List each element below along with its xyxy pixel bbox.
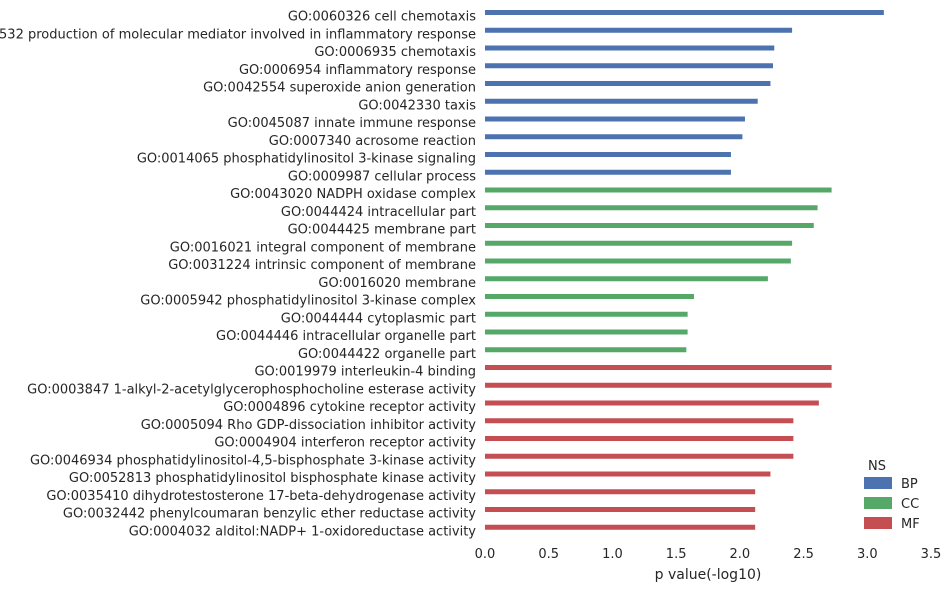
bar-bp — [485, 98, 758, 104]
x-tick-label: 1.5 — [666, 547, 687, 562]
bar-mf — [485, 418, 794, 424]
legend-swatch-bp — [864, 477, 892, 489]
bar-cc — [485, 329, 688, 335]
category-label: GO:0004032 alditol:NADP+ 1-oxidoreductas… — [129, 524, 477, 539]
legend-swatch-cc — [864, 497, 892, 509]
legend: NS BP CC MF — [864, 459, 920, 532]
category-label: GO:0052813 phosphatidylinositol bisphosp… — [69, 471, 476, 486]
category-label: GO:0016020 membrane — [318, 276, 476, 291]
x-tick-label: 0.0 — [475, 547, 496, 562]
x-tick-label: 2.5 — [793, 547, 814, 562]
bar-mf — [485, 453, 794, 459]
x-tick-label: 2.0 — [730, 547, 751, 562]
bar-mf — [485, 524, 756, 530]
bar-bp — [485, 45, 775, 51]
category-label: GO:0031224 intrinsic component of membra… — [168, 258, 476, 273]
category-label: GO:0044422 organelle part — [298, 347, 476, 362]
x-axis-label: p value(-log10) — [655, 567, 762, 583]
bar-bp — [485, 152, 731, 157]
bar-bp — [485, 134, 743, 140]
bar-cc — [485, 311, 688, 317]
bar-bp — [485, 116, 745, 122]
bars-group — [485, 10, 884, 530]
category-label: GO:0032442 phenylcoumaran benzylic ether… — [63, 507, 476, 522]
category-label: GO:0006935 chemotaxis — [314, 45, 476, 60]
bar-cc — [485, 258, 791, 264]
bar-bp — [485, 27, 793, 33]
category-label: GO:0043020 NADPH oxidase complex — [230, 187, 476, 202]
bar-mf — [485, 400, 819, 406]
category-label: GO:0006954 inflammatory response — [239, 63, 476, 78]
legend-entries: BP CC MF — [864, 477, 920, 532]
bar-cc — [485, 223, 814, 228]
x-ticks-group: 0.0 0.5 1.0 1.5 2.0 2.5 3.0 3.5 — [475, 547, 942, 562]
category-label: GO:0007340 acrosome reaction — [269, 134, 476, 149]
bar-bp — [485, 169, 731, 175]
category-label: GO:0014065 phosphatidylinositol 3-kinase… — [137, 152, 476, 167]
bar-bp — [485, 63, 773, 69]
category-label: GO:0005942 phosphatidylinositol 3-kinase… — [140, 294, 476, 309]
category-label: GO:0046934 phosphatidylinositol-4,5-bisp… — [30, 453, 476, 468]
category-label: GO:0002532 production of molecular media… — [0, 27, 476, 42]
bar-bp — [485, 81, 771, 86]
x-tick-label: 0.5 — [538, 547, 559, 562]
category-label: GO:0009987 cellular process — [288, 169, 476, 184]
legend-title: NS — [868, 459, 886, 474]
category-label: GO:0042330 taxis — [358, 98, 476, 113]
bar-cc — [485, 347, 687, 353]
x-tick-label: 1.0 — [602, 547, 623, 562]
category-label: GO:0042554 superoxide anion generation — [203, 81, 476, 96]
category-label: GO:0044425 membrane part — [288, 223, 476, 238]
category-label: GO:0005094 Rho GDP-dissociation inhibito… — [141, 418, 477, 433]
category-label: GO:0016021 integral component of membran… — [170, 240, 476, 255]
category-label: GO:0060326 cell chemotaxis — [288, 10, 476, 25]
legend-label-cc: CC — [901, 497, 919, 512]
category-label: GO:0004896 cytokine receptor activity — [223, 400, 476, 415]
legend-label-bp: BP — [901, 477, 918, 492]
bar-mf — [485, 507, 756, 512]
bar-mf — [485, 489, 756, 495]
bar-cc — [485, 294, 694, 299]
category-label: GO:0035410 dihydrotestosterone 17-beta-d… — [46, 489, 476, 504]
bar-cc — [485, 240, 793, 246]
bar-mf — [485, 382, 832, 388]
bar-cc — [485, 276, 768, 282]
category-label: GO:0004904 interferon receptor activity — [214, 436, 476, 451]
bar-mf — [485, 436, 794, 441]
category-label: GO:0044424 intracellular part — [281, 205, 476, 220]
category-label: GO:0003847 1-alkyl-2-acetylglycerophosph… — [27, 382, 476, 397]
bar-cc — [485, 187, 832, 193]
bar-mf — [485, 471, 771, 477]
legend-swatch-mf — [864, 517, 892, 529]
bar-bp — [485, 10, 884, 15]
category-label: GO:0044446 intracellular organelle part — [216, 329, 476, 344]
category-labels-group: GO:0060326 cell chemotaxis GO:0002532 pro… — [0, 10, 476, 540]
x-tick-label: 3.0 — [857, 547, 878, 562]
legend-label-mf: MF — [901, 517, 920, 532]
x-tick-label: 3.5 — [921, 547, 942, 562]
category-label: GO:0019979 interleukin-4 binding — [254, 365, 476, 380]
category-label: GO:0044444 cytoplasmic part — [281, 311, 476, 326]
category-label: GO:0045087 innate immune response — [228, 116, 476, 131]
bar-cc — [485, 205, 818, 211]
bar-mf — [485, 365, 832, 370]
